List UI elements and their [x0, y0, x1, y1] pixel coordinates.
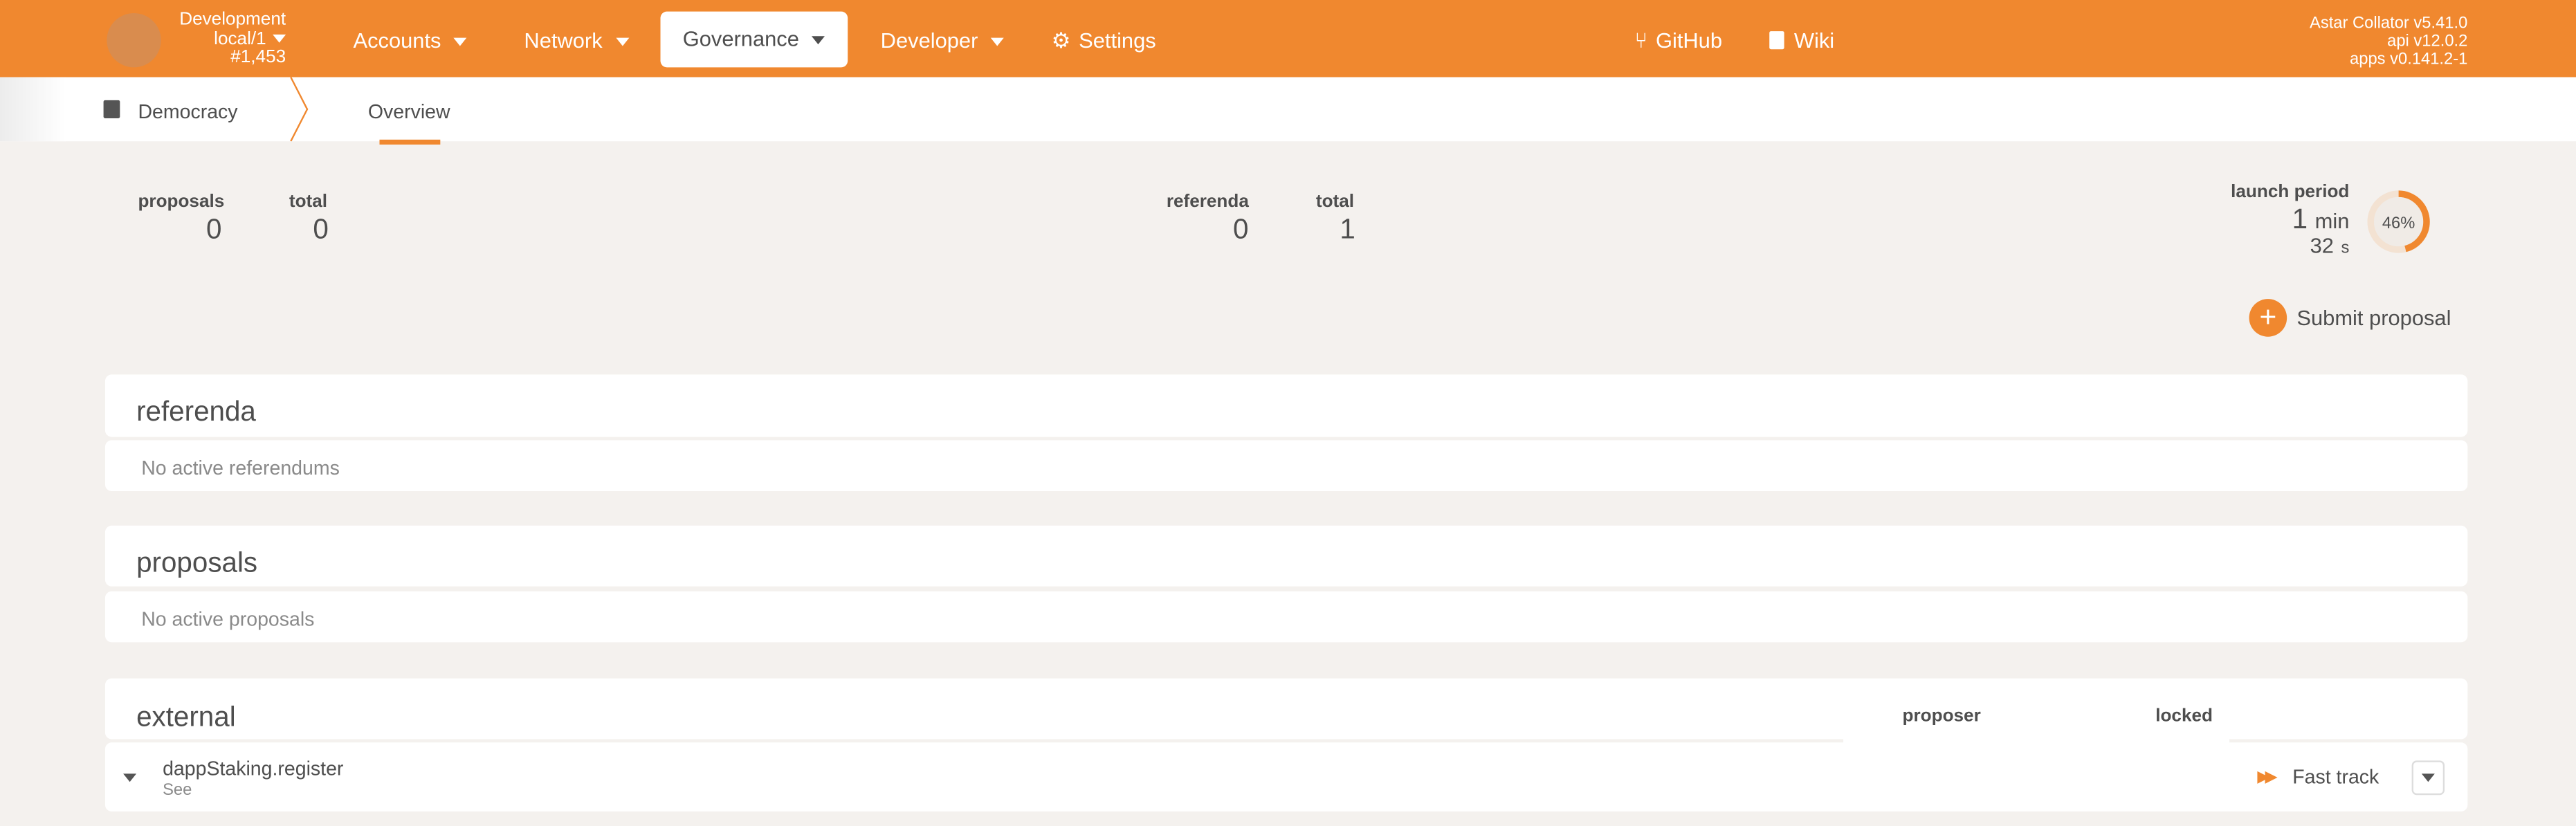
chain-logo[interactable] [107, 12, 161, 68]
chevron-down-icon [615, 37, 629, 46]
book-icon [1769, 31, 1784, 50]
node-version: Astar Collator v5.41.0 [2309, 15, 2468, 33]
chevron-down-icon [454, 37, 468, 46]
referenda-header: referenda [104, 374, 2468, 437]
launch-period-time: 1 min 32 s [2292, 203, 2350, 261]
external-see-link[interactable]: See [163, 782, 192, 800]
nav-network[interactable]: Network [524, 28, 629, 53]
chevron-down-icon [2421, 773, 2435, 782]
breadcrumb-divider [290, 77, 309, 142]
referenda-empty-row: No active referendums [104, 440, 2468, 491]
block-number: #1,453 [230, 47, 286, 68]
section-title: external [136, 701, 236, 733]
link-github[interactable]: ⑂ GitHub [1635, 28, 1723, 53]
column-locked: locked [2155, 706, 2213, 726]
nav-label: Developer [880, 28, 978, 53]
nav-governance[interactable]: Governance [660, 11, 848, 68]
sub-nav [0, 77, 2576, 142]
chevron-down-icon [273, 35, 286, 43]
nav-label: Network [524, 28, 603, 53]
proposals-header: proposals [104, 525, 2468, 587]
section-title: proposals [136, 547, 258, 578]
section-title: referenda [136, 396, 256, 428]
link-wiki[interactable]: Wiki [1769, 28, 1834, 53]
apps-version: apps v0.141.2-1 [2350, 51, 2468, 69]
plus-icon: + [2249, 299, 2287, 337]
referenda-count: 0 [1233, 213, 1249, 245]
chain-selector[interactable]: Development local/1 #1,453 [179, 10, 286, 68]
tab-overview[interactable]: Overview [367, 100, 450, 124]
calendar-check-icon [103, 100, 120, 118]
fast-track-label: Fast track [2292, 765, 2379, 789]
gear-icon: ⚙ [1051, 28, 1071, 53]
fast-track-button[interactable]: ▶▶ Fast track [2257, 765, 2379, 788]
nav-accounts[interactable]: Accounts [353, 28, 468, 53]
active-tab-indicator [379, 139, 441, 145]
chevron-down-icon [812, 36, 825, 45]
submit-proposal-label: Submit proposal [2296, 305, 2451, 331]
referenda-total: 1 [1340, 213, 1355, 245]
external-row: dappStaking.register See ▶▶ Fast track [104, 742, 2468, 811]
external-header: external proposer locked [104, 678, 2468, 740]
referenda-label: referenda [1166, 192, 1249, 212]
nav-label: Accounts [353, 28, 441, 53]
minutes-value: 1 [2292, 203, 2308, 235]
api-version: api v12.0.2 [2387, 33, 2468, 51]
nav-settings[interactable]: ⚙ Settings [1052, 28, 1156, 54]
git-branch-icon: ⑂ [1634, 28, 1648, 53]
external-call: dappStaking.register [163, 757, 344, 780]
top-nav-bar [0, 0, 2576, 77]
proposals-empty-row: No active proposals [104, 591, 2468, 643]
chevron-down-icon [991, 37, 1005, 46]
chain-name: Development [179, 10, 286, 30]
empty-message: No active referendums [141, 457, 340, 480]
subnav-section[interactable]: Democracy [138, 100, 238, 124]
header-connector [1843, 739, 2230, 744]
proposals-total: 0 [313, 213, 329, 245]
more-actions-button[interactable] [2411, 760, 2445, 796]
nav-label: Settings [1079, 28, 1156, 53]
version-info: Astar Collator v5.41.0 api v12.0.2 apps … [2310, 15, 2467, 68]
nav-developer[interactable]: Developer [881, 28, 1005, 53]
submit-proposal-button[interactable]: + Submit proposal [2249, 299, 2451, 337]
nav-label: Governance [682, 26, 799, 51]
fast-forward-icon: ▶▶ [2257, 768, 2278, 787]
column-proposer: proposer [1902, 706, 1981, 726]
seconds-value: 32 [2310, 233, 2334, 258]
launch-period-label: launch period [2231, 182, 2350, 203]
seconds-unit: s [2341, 239, 2350, 258]
referenda-total-label: total [1315, 192, 1355, 212]
empty-message: No active proposals [141, 607, 315, 631]
link-label: Wiki [1793, 28, 1835, 53]
proposals-label: proposals [138, 192, 225, 212]
proposals-count: 0 [206, 213, 222, 245]
proposals-total-label: total [289, 192, 328, 212]
launch-progress-ring: 46% [2367, 190, 2430, 253]
link-label: GitHub [1655, 28, 1723, 53]
minutes-unit: min [2314, 208, 2350, 234]
chain-node: local/1 [214, 28, 266, 49]
sidebar-shadow [0, 77, 66, 142]
launch-percent: 46% [2382, 214, 2415, 232]
expand-chevron-icon[interactable] [123, 773, 137, 782]
